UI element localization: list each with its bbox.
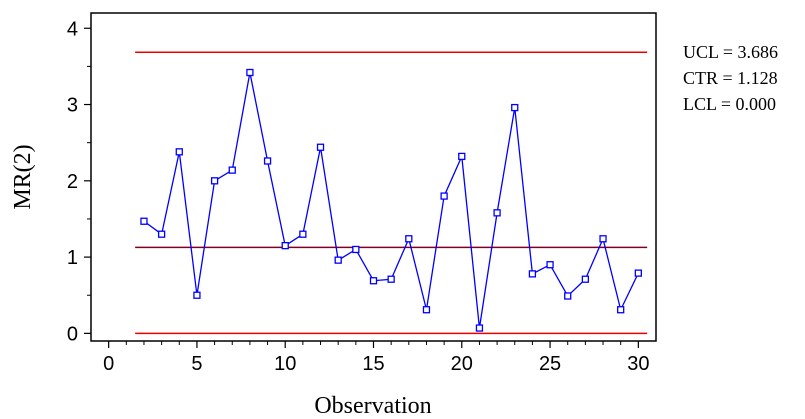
- lcl-label: LCL = 0.000: [683, 94, 776, 114]
- data-point: [440, 192, 448, 200]
- data-point: [352, 245, 360, 254]
- x-tick-label: 0: [103, 353, 114, 375]
- data-point: [140, 217, 148, 225]
- data-point: [387, 275, 395, 283]
- data-point: [599, 235, 607, 243]
- x-tick-label: 15: [362, 353, 384, 375]
- data-point: [405, 235, 413, 243]
- data-point: [210, 177, 219, 185]
- y-axis-title: MR(2): [10, 144, 36, 209]
- data-point: [475, 324, 484, 332]
- data-point: [369, 277, 378, 285]
- y-tick-label: 4: [67, 18, 78, 40]
- data-point: [157, 230, 166, 238]
- data-point: [634, 269, 642, 277]
- x-tick-label: 10: [274, 353, 296, 375]
- data-point: [422, 306, 431, 314]
- y-tick-label: 1: [67, 247, 78, 269]
- data-point: [546, 261, 554, 269]
- x-axis-title: Observation: [314, 393, 431, 419]
- data-point: [316, 143, 325, 151]
- y-tick-label: 2: [67, 171, 78, 193]
- data-series: [140, 68, 642, 332]
- ucl-label: UCL = 3.686: [683, 42, 778, 62]
- data-point: [246, 68, 254, 77]
- data-point: [617, 306, 625, 314]
- data-point: [334, 256, 342, 264]
- data-point: [458, 152, 466, 161]
- y-tick-label: 0: [67, 323, 78, 345]
- data-point: [493, 209, 501, 217]
- data-point: [193, 291, 201, 299]
- y-axis: 0 1 2 3 4: [67, 18, 91, 345]
- data-point: [528, 270, 537, 278]
- x-tick-label: 30: [627, 353, 649, 375]
- ctr-label: CTR = 1.128: [683, 68, 778, 88]
- data-point: [581, 275, 590, 283]
- x-tick-label: 25: [539, 353, 561, 375]
- data-point: [511, 103, 519, 112]
- data-point: [228, 166, 236, 174]
- data-point: [263, 157, 272, 165]
- series-line: [143, 72, 639, 329]
- x-axis: 0 5 10 15 20 25 30: [103, 341, 649, 375]
- data-point: [175, 148, 183, 156]
- x-tick-label: 5: [191, 353, 202, 375]
- y-tick-label: 3: [67, 95, 78, 117]
- x-tick-label: 20: [451, 353, 473, 375]
- data-point: [299, 230, 307, 238]
- control-limit-lines: [135, 51, 648, 335]
- data-point: [281, 242, 289, 250]
- data-point: [564, 292, 572, 300]
